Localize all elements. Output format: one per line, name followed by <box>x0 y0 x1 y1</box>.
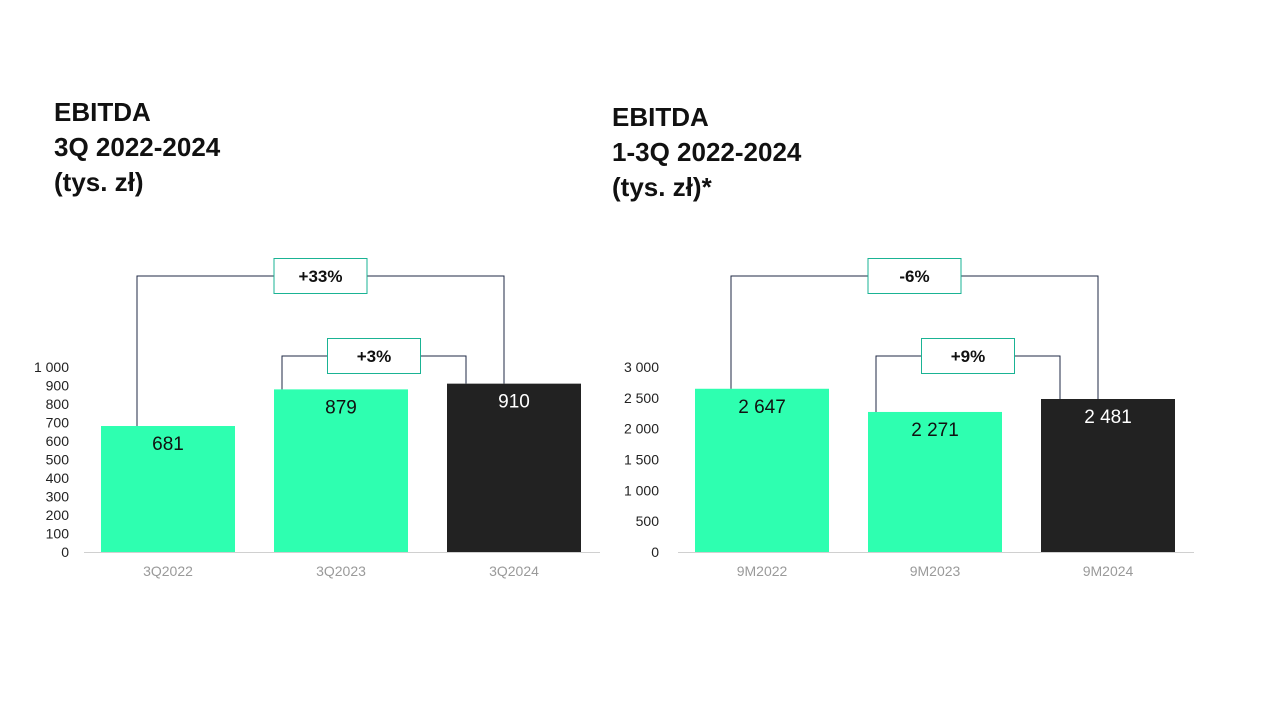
title-line: EBITDA <box>612 102 709 132</box>
category-label: 3Q2024 <box>489 563 539 579</box>
y-tick-label: 500 <box>46 452 70 468</box>
bar <box>1041 399 1175 552</box>
y-tick-label: 1 000 <box>34 359 69 375</box>
y-tick-label: 300 <box>46 489 70 505</box>
change-badge <box>273 258 368 294</box>
title-line: 3Q 2022-2024 <box>54 132 221 162</box>
bar-value-label: 2 481 <box>1084 407 1132 428</box>
bar-value-label: 2 271 <box>911 420 959 441</box>
category-label: 9M2024 <box>1083 563 1134 579</box>
bar <box>274 389 408 552</box>
category-label: 3Q2022 <box>143 563 193 579</box>
y-tick-label: 2 000 <box>624 421 659 437</box>
bar <box>695 388 829 552</box>
y-tick-label: 800 <box>46 396 70 412</box>
y-tick-label: 700 <box>46 415 70 431</box>
y-tick-label: 0 <box>651 544 659 560</box>
title-line: (tys. zł)* <box>612 172 712 202</box>
change-badge <box>327 338 421 374</box>
y-tick-label: 0 <box>61 544 69 560</box>
title-line: 1-3Q 2022-2024 <box>612 137 802 167</box>
change-badge <box>921 338 1015 374</box>
title-line: EBITDA <box>54 97 151 127</box>
category-label: 9M2022 <box>737 563 788 579</box>
bar-value-label: 879 <box>325 397 357 418</box>
category-label: 3Q2023 <box>316 563 366 579</box>
change-badge-label: +3% <box>357 347 392 366</box>
y-tick-label: 200 <box>46 507 70 523</box>
y-tick-label: 2 500 <box>624 390 659 406</box>
y-tick-label: 1 000 <box>624 482 659 498</box>
change-badge-label: -6% <box>899 267 929 286</box>
y-tick-label: 400 <box>46 470 70 486</box>
bar-value-label: 2 647 <box>738 397 786 418</box>
y-tick-label: 900 <box>46 378 70 394</box>
bar <box>447 383 581 552</box>
y-tick-label: 100 <box>46 526 70 542</box>
change-badge-label: +9% <box>951 347 986 366</box>
chart-title-right: EBITDA 1-3Q 2022-2024 (tys. zł)* <box>612 100 801 205</box>
bar-value-label: 681 <box>152 434 184 455</box>
y-tick-label: 3 000 <box>624 359 659 375</box>
change-badge <box>867 258 962 294</box>
chart-title-left: EBITDA 3Q 2022-2024 (tys. zł) <box>54 95 220 200</box>
change-badge-label: +33% <box>299 267 343 286</box>
category-label: 9M2023 <box>910 563 961 579</box>
bar-value-label: 910 <box>498 392 530 413</box>
comparison-connector <box>730 275 1099 400</box>
bar <box>101 426 235 552</box>
title-line: (tys. zł) <box>54 167 144 197</box>
y-tick-label: 600 <box>46 433 70 449</box>
bar <box>868 411 1002 552</box>
y-tick-label: 1 500 <box>624 452 659 468</box>
y-tick-label: 500 <box>636 513 660 529</box>
